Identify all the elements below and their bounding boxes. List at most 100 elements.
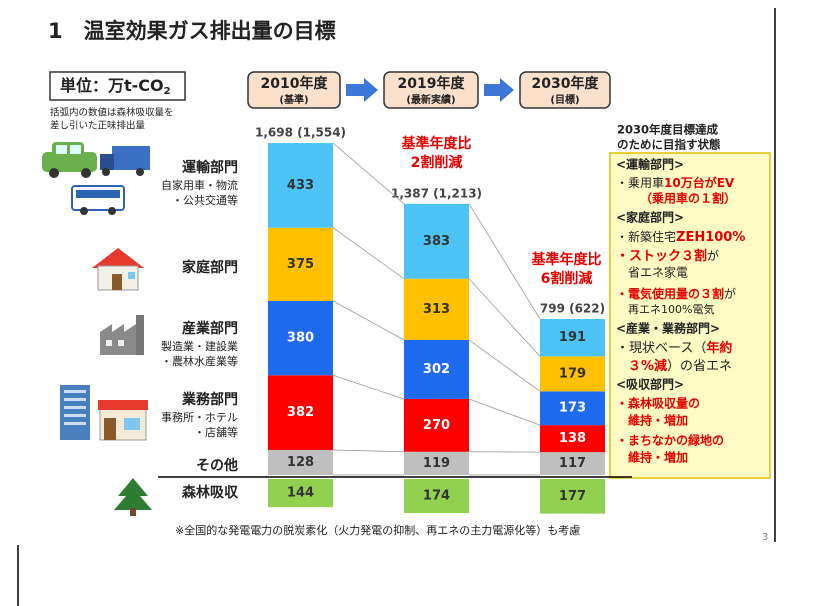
series-label: 家庭部門: [182, 259, 238, 276]
bar-segment: [540, 391, 605, 426]
unit-note: 括弧内の数値は森林吸収量を: [50, 107, 174, 119]
category-sublabel: (最新実績): [406, 93, 455, 106]
office-icon: [60, 385, 90, 440]
value-label: 383: [423, 234, 450, 249]
panel-line: 省エネ家電: [628, 265, 688, 280]
value-label: 179: [559, 366, 586, 381]
category-label: 2030年度: [532, 75, 600, 92]
category-box: [247, 71, 341, 109]
series-label: 業務部門: [181, 391, 238, 408]
panel-line: ・まちなかの緑地の: [616, 433, 724, 448]
panel-text-plain: が: [724, 286, 736, 301]
factory-icon: [100, 315, 144, 355]
value-label: 173: [559, 401, 586, 416]
panel-text-emph: ・電気使用量の３割: [616, 286, 724, 301]
value-label: 270: [423, 418, 450, 433]
category-sublabel: (基準): [279, 93, 308, 106]
unit-box: [49, 71, 186, 101]
panel-line: <運輸部門>: [616, 157, 684, 172]
panel-text-plain: が: [707, 248, 719, 263]
series-detail: ・公共交通等: [172, 193, 238, 207]
panel-text-emph: ３%減: [628, 358, 667, 374]
connector: [468, 339, 541, 392]
category-box: [383, 71, 479, 109]
tree-icon: [114, 478, 152, 516]
truck-icon: [100, 146, 150, 176]
bar-segment: [540, 425, 605, 453]
unit-label: 単位：万t-CO2: [60, 76, 171, 98]
value-label: 177: [559, 489, 586, 504]
panel-line: ・現状ベース（年約: [616, 340, 732, 356]
slide-title: 1 温室効果ガス排出量の目標: [48, 19, 336, 43]
value-label: 174: [423, 489, 450, 504]
arrow: [346, 78, 378, 102]
panel-line: <家庭部門>: [616, 210, 684, 225]
page-number: 3: [762, 532, 768, 543]
value-label: 380: [287, 331, 314, 346]
panel-heading: のために目指す状態: [617, 138, 721, 152]
series-label: 森林吸収: [182, 484, 239, 501]
panel-line: 再エネ100%電気: [628, 302, 714, 316]
unit-note: 差し引いた正味排出量: [50, 120, 146, 132]
panel-text-plain: ・新築住宅: [616, 229, 676, 244]
connector: [332, 374, 405, 400]
panel-text: <運輸部門> ・乗用車10万台がEV （乗用車の１割） <家庭部門> ・新築住宅…: [616, 157, 745, 465]
panel-text-emph: 年約: [706, 340, 732, 356]
bar-segment: [404, 398, 469, 452]
connector: [332, 142, 405, 205]
series-detail: 製造業・建設業: [161, 339, 238, 353]
bar-segment: [540, 479, 605, 514]
panel-line: ・電気使用量の３割が: [616, 286, 736, 301]
shop-icon: [98, 400, 148, 441]
value-label: 313: [423, 302, 450, 317]
value-label: 375: [287, 257, 314, 272]
bar-segment: [268, 375, 333, 450]
unit-subscript: 2: [164, 86, 171, 97]
bar-segment: [540, 356, 605, 392]
bus-icon: [71, 185, 125, 215]
series-label: 産業部門: [182, 320, 238, 337]
connector: [468, 398, 541, 426]
category-label: 2010年度: [261, 75, 329, 92]
connector: [468, 278, 541, 357]
value-label: 191: [559, 330, 586, 345]
annotation: 基準年度比: [532, 251, 602, 268]
value-label: 117: [559, 456, 586, 471]
panel-line: ３%減）の省エネ: [628, 358, 732, 374]
panel-heading: 2030年度目標達成: [617, 123, 719, 137]
bar-segment: [268, 143, 333, 228]
series-label: その他: [196, 457, 238, 474]
series-label: 運輸部門: [182, 159, 238, 176]
category-box: [519, 71, 611, 109]
bar-segment: [540, 318, 605, 357]
arrow: [484, 78, 514, 102]
panel-line: ・新築住宅ZEH100%: [616, 229, 745, 245]
bar-segment: [268, 227, 333, 302]
value-label: 128: [287, 455, 314, 470]
unit-text: 単位：万t-CO: [60, 76, 164, 95]
panel-box: [609, 152, 771, 479]
footnote: ※全国的な発電電力の脱炭素化（火力発電の抑制、再エネの主力電源化等）も考慮: [175, 523, 580, 537]
series-detail: 自家用車・物流: [161, 178, 238, 192]
bar-segment: [404, 278, 469, 340]
panel-text-emph: 10万台がEV: [664, 175, 735, 190]
category-sublabel: (目標): [550, 93, 579, 106]
value-label: 433: [287, 178, 314, 193]
panel-text-plain: ）の省エネ: [667, 359, 732, 374]
panel-line: ・乗用車10万台がEV: [616, 175, 735, 190]
series-detail: 事務所・ホテル: [161, 410, 238, 424]
connector: [332, 449, 405, 453]
value-label: 119: [423, 456, 450, 471]
value-label: 138: [559, 431, 586, 446]
annotation: 6割削減: [541, 270, 593, 287]
panel-line: <吸収部門>: [616, 377, 684, 392]
bar-segment: [268, 449, 333, 475]
connector: [332, 227, 405, 280]
bar-segment: [404, 479, 469, 514]
annotation: 基準年度比: [402, 135, 472, 152]
category-label: 2019年度: [398, 75, 466, 92]
bar-segment: [268, 479, 333, 508]
value-label: 382: [287, 405, 314, 420]
bar-segment: [540, 452, 605, 475]
car-icon: [42, 142, 97, 178]
